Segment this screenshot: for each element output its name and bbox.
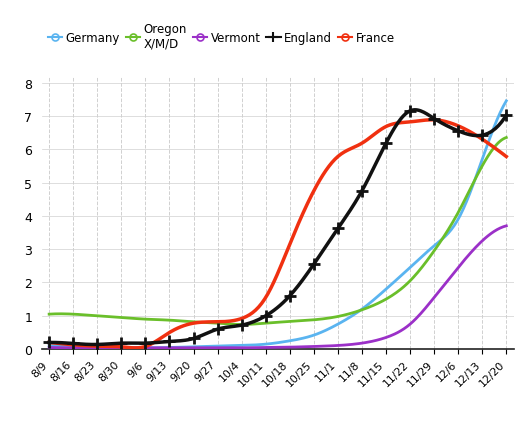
Legend: Germany, Oregon
X/M/D, Vermont, England, France: Germany, Oregon X/M/D, Vermont, England,… [48, 23, 395, 51]
